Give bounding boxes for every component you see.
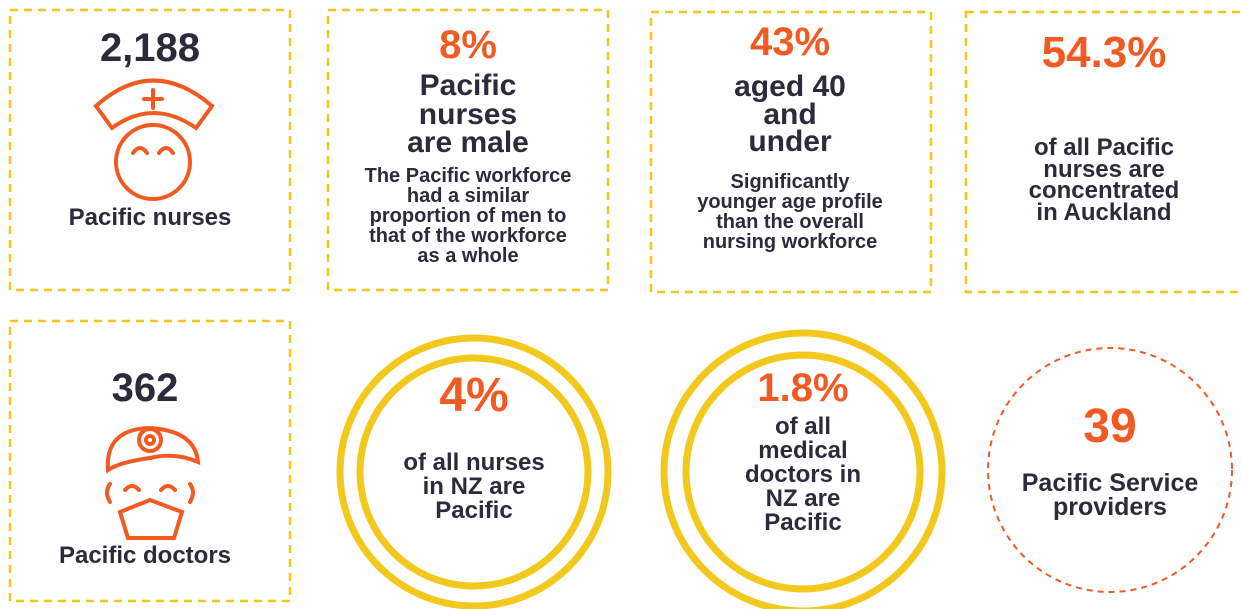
text: Pacific xyxy=(419,69,517,102)
text: Pacific doctors xyxy=(58,542,232,569)
text: of all xyxy=(774,413,831,440)
card-frame xyxy=(8,319,292,603)
text: nurses xyxy=(418,97,518,131)
text: 4% xyxy=(439,369,509,422)
nurse-icon xyxy=(93,78,215,201)
text: of all nurses xyxy=(403,449,545,476)
ring xyxy=(336,334,612,609)
text: younger age profile xyxy=(697,191,883,213)
text: nurses are xyxy=(1043,155,1165,183)
doctor-icon xyxy=(105,425,201,540)
text: concentrated xyxy=(1028,177,1180,204)
ring xyxy=(660,329,946,609)
text: Pacific xyxy=(764,509,842,536)
text: and xyxy=(763,97,817,131)
text: doctors in xyxy=(744,461,861,488)
text: providers xyxy=(1053,492,1167,521)
ring xyxy=(356,354,592,590)
card-frame xyxy=(964,10,1242,294)
text: aged 40 xyxy=(734,70,846,103)
text: Pacific Service xyxy=(1021,468,1199,497)
text: 1.8% xyxy=(757,366,849,410)
card-frame xyxy=(8,8,292,292)
text: NZ are xyxy=(765,485,841,512)
dashed-circle xyxy=(987,347,1233,593)
text: than the overall xyxy=(716,211,864,233)
text: 362 xyxy=(111,366,179,410)
ring xyxy=(682,351,924,593)
card-frame xyxy=(649,10,933,294)
text: 54.3% xyxy=(1041,28,1167,77)
text: are male xyxy=(407,126,529,159)
text: medical xyxy=(758,437,848,464)
text: 39 xyxy=(1083,400,1137,453)
text: in NZ are xyxy=(422,473,526,500)
text: in Auckland xyxy=(1036,198,1172,226)
text: 8% xyxy=(439,23,497,67)
text: that of the workforce xyxy=(369,225,567,247)
text: Pacific xyxy=(435,497,513,524)
text: under xyxy=(748,125,832,158)
text: of all Pacific xyxy=(1033,134,1175,161)
text: nursing workforce xyxy=(702,231,878,253)
card-frame xyxy=(326,8,610,292)
text: Pacific nurses xyxy=(68,204,232,231)
text: as a whole xyxy=(417,245,519,267)
text: proportion of men to xyxy=(369,205,567,227)
text: Significantly xyxy=(730,171,850,193)
text: The Pacific workforce xyxy=(364,165,572,187)
text: had a similar xyxy=(406,185,530,207)
text: 43% xyxy=(749,20,831,64)
text: 2,188 xyxy=(99,26,201,70)
